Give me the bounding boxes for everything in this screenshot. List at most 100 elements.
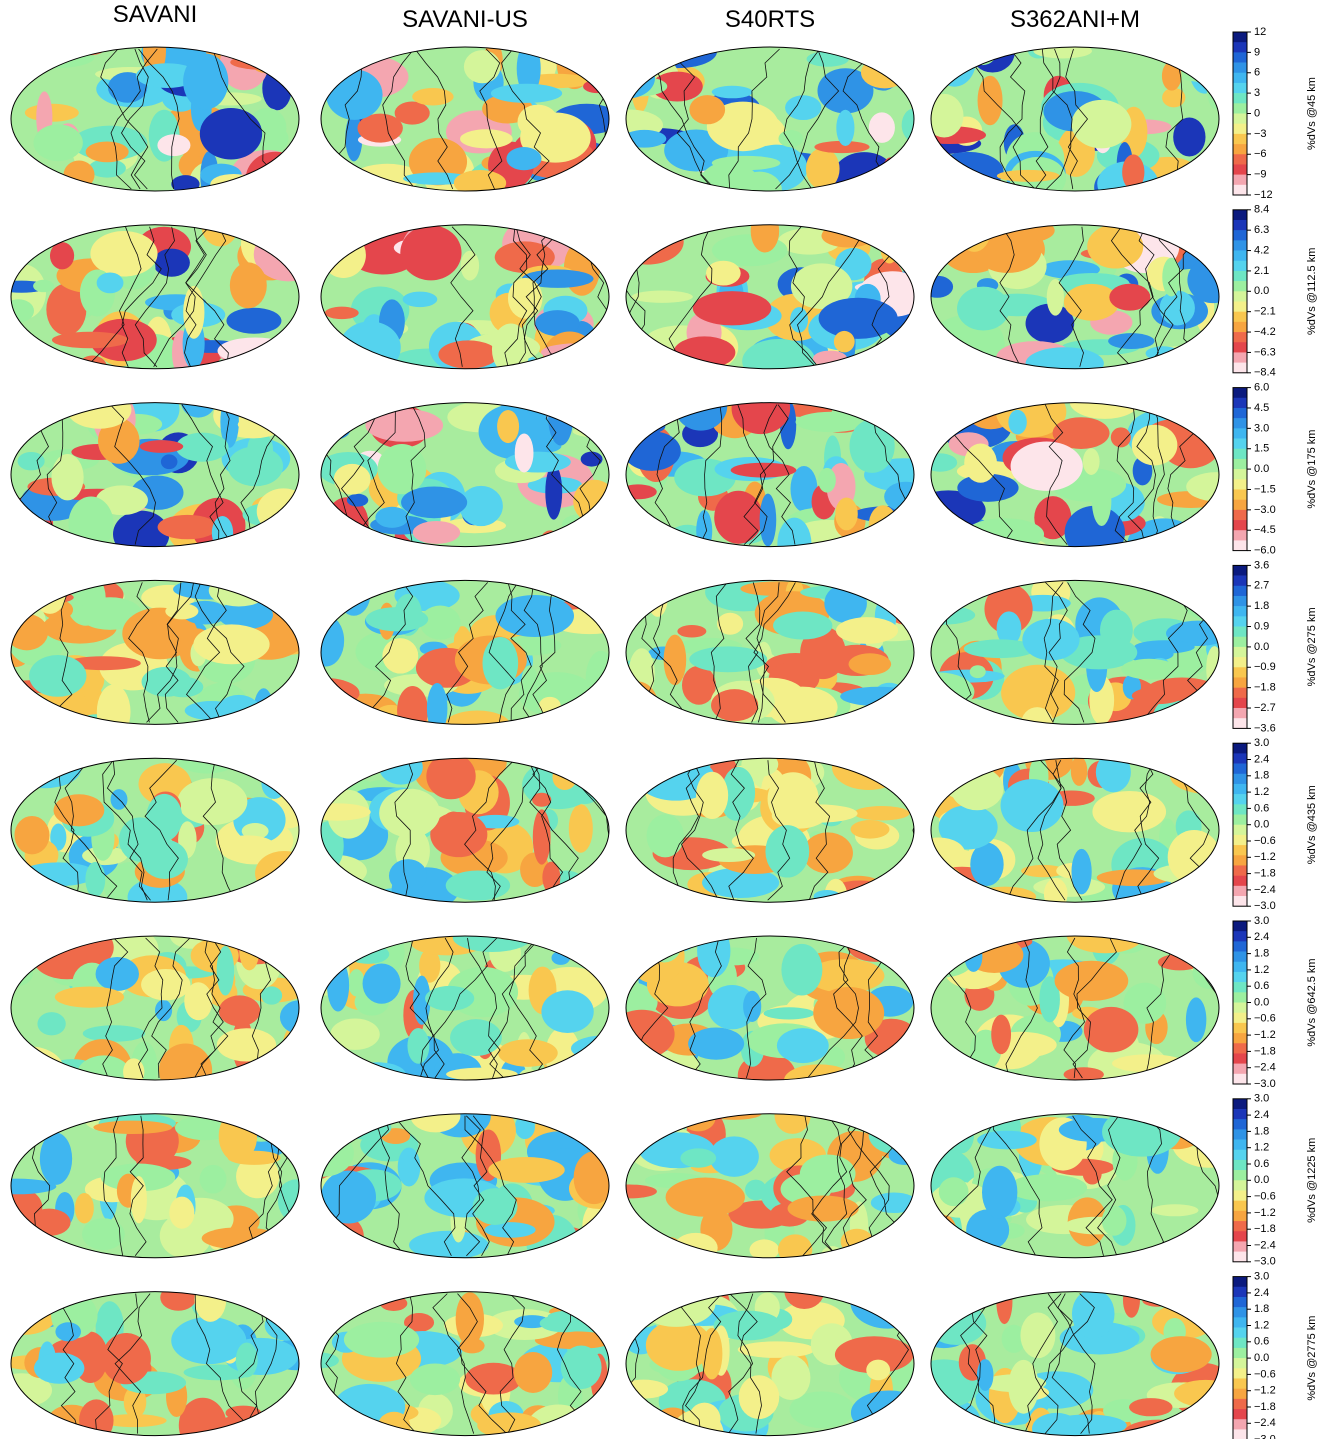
anomaly: [321, 580, 353, 611]
anomaly: [692, 291, 772, 326]
column-title: S40RTS: [725, 6, 815, 33]
anomaly: [1206, 61, 1219, 110]
anomaly: [573, 479, 609, 524]
colorbar-band: [1233, 489, 1247, 500]
plate-boundary: [103, 1115, 124, 1256]
plate-boundary: [842, 1115, 867, 1257]
anomaly: [697, 936, 731, 978]
colorbar-label: %dVs @175 km: [1306, 430, 1318, 509]
anomaly: [931, 1214, 958, 1258]
anomaly: [506, 147, 542, 171]
anomaly: [629, 418, 666, 434]
map-field: [11, 758, 299, 903]
anomaly: [412, 87, 454, 106]
plate-boundary: [46, 404, 72, 545]
map-outline: [930, 1291, 1220, 1437]
anomaly: [931, 945, 973, 978]
anomaly: [321, 1129, 354, 1177]
anomaly: [969, 665, 986, 679]
plate-boundary: [1032, 1293, 1062, 1434]
anomaly: [931, 1049, 950, 1080]
anomaly: [1150, 1336, 1212, 1373]
anomaly: [950, 767, 1004, 811]
plate-boundary: [371, 582, 414, 723]
anomaly: [96, 684, 131, 725]
anomaly: [891, 1229, 914, 1258]
anomaly: [1162, 257, 1181, 297]
colorbar-tick-label: −4.2: [1254, 326, 1276, 338]
colorbar-tick-label: −8.4: [1254, 367, 1276, 379]
plate-boundary: [461, 1115, 481, 1257]
map: [320, 224, 610, 370]
plate-boundary: [1065, 48, 1089, 190]
colorbar-tick-label: 0.6: [1254, 980, 1269, 992]
map: [930, 757, 1220, 903]
anomaly: [848, 653, 892, 676]
anomaly: [835, 617, 899, 644]
map-field: [626, 580, 914, 725]
anomaly: [626, 1039, 652, 1068]
anomaly: [580, 451, 603, 467]
anomaly: [1082, 448, 1100, 475]
anomaly: [444, 710, 511, 725]
colorbar-tick-label: 0.0: [1254, 819, 1269, 831]
colorbar-band: [1233, 352, 1247, 363]
colorbar-tick-label: 1.2: [1254, 1142, 1269, 1154]
colorbar-tick-label: −1.2: [1254, 851, 1276, 863]
plate-boundary: [129, 1115, 147, 1257]
anomaly: [1066, 936, 1144, 954]
map: [320, 1291, 610, 1437]
anomaly: [626, 484, 657, 500]
anomaly: [100, 1414, 167, 1428]
anomaly: [331, 882, 381, 903]
anomaly: [1070, 758, 1088, 786]
anomaly: [403, 172, 471, 185]
colorbar-band: [1233, 1149, 1247, 1161]
anomaly: [585, 650, 609, 707]
anomaly: [1131, 424, 1178, 466]
anomaly: [160, 454, 178, 470]
anomaly: [256, 236, 294, 250]
plate-boundary: [522, 582, 543, 723]
map: [625, 757, 915, 903]
anomaly: [262, 66, 292, 111]
plate-boundary: [833, 937, 863, 1079]
anomaly: [991, 1014, 1012, 1055]
colorbar-band: [1233, 479, 1247, 490]
anomaly: [1008, 409, 1027, 435]
plate-boundary: [446, 582, 488, 723]
plate-boundary: [763, 404, 796, 545]
anomaly: [789, 1391, 855, 1429]
anomaly: [861, 224, 885, 247]
anomaly: [865, 523, 914, 547]
plate-boundary: [194, 1293, 252, 1434]
colorbar-band: [1233, 794, 1247, 805]
colorbar-label: %dVs @45 km: [1306, 77, 1318, 150]
anomaly: [1039, 976, 1060, 1023]
colorbar-tick-label: 3: [1254, 87, 1260, 99]
colorbar-tick-label: 1.2: [1254, 964, 1269, 976]
map-outline: [930, 757, 1220, 903]
anomaly: [931, 865, 962, 891]
anomaly: [1021, 864, 1066, 878]
colorbar-band: [1233, 311, 1247, 323]
anomaly: [813, 987, 885, 1040]
colorbar-tick-label: −2.1: [1254, 306, 1276, 318]
map-field: [931, 936, 1219, 1080]
anomaly: [566, 521, 609, 547]
anomaly: [321, 614, 345, 667]
colorbar-band: [1233, 875, 1247, 887]
anomaly: [1054, 960, 1129, 1002]
anomaly: [400, 225, 462, 281]
colorbar-band: [1233, 164, 1247, 175]
plate-boundary: [728, 1293, 754, 1434]
anomaly: [267, 165, 299, 191]
anomaly: [626, 1227, 664, 1258]
plate-boundary: [847, 1115, 890, 1257]
anomaly: [419, 948, 441, 983]
anomaly: [175, 432, 229, 462]
plate-boundary: [202, 760, 236, 901]
plate-boundary: [1043, 582, 1064, 723]
colorbar-band: [1233, 814, 1247, 825]
anomaly: [11, 1178, 57, 1195]
